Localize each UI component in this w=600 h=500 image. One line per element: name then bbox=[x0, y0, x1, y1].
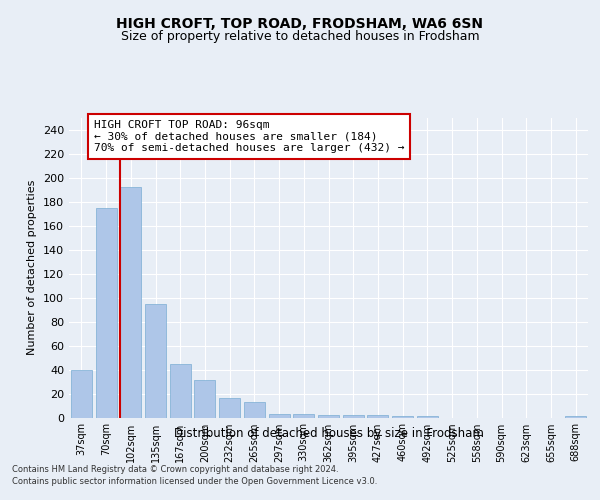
Bar bbox=[120, 187, 141, 418]
Text: HIGH CROFT, TOP ROAD, FRODSHAM, WA6 6SN: HIGH CROFT, TOP ROAD, FRODSHAM, WA6 6SN bbox=[116, 18, 484, 32]
Bar bbox=[194, 380, 215, 418]
Bar bbox=[145, 304, 166, 418]
Bar bbox=[392, 416, 413, 418]
Bar bbox=[343, 415, 364, 418]
Text: HIGH CROFT TOP ROAD: 96sqm
← 30% of detached houses are smaller (184)
70% of sem: HIGH CROFT TOP ROAD: 96sqm ← 30% of deta… bbox=[94, 120, 404, 153]
Text: Contains public sector information licensed under the Open Government Licence v3: Contains public sector information licen… bbox=[12, 478, 377, 486]
Bar bbox=[417, 416, 438, 418]
Bar bbox=[318, 415, 339, 418]
Bar bbox=[293, 414, 314, 418]
Text: Distribution of detached houses by size in Frodsham: Distribution of detached houses by size … bbox=[174, 428, 484, 440]
Text: Size of property relative to detached houses in Frodsham: Size of property relative to detached ho… bbox=[121, 30, 479, 43]
Bar bbox=[565, 416, 586, 418]
Bar bbox=[71, 370, 92, 418]
Text: Contains HM Land Registry data © Crown copyright and database right 2024.: Contains HM Land Registry data © Crown c… bbox=[12, 465, 338, 474]
Bar bbox=[367, 415, 388, 418]
Bar bbox=[170, 364, 191, 418]
Bar bbox=[269, 414, 290, 418]
Bar bbox=[95, 208, 116, 418]
Bar bbox=[244, 402, 265, 417]
Y-axis label: Number of detached properties: Number of detached properties bbox=[28, 180, 37, 355]
Bar bbox=[219, 398, 240, 417]
